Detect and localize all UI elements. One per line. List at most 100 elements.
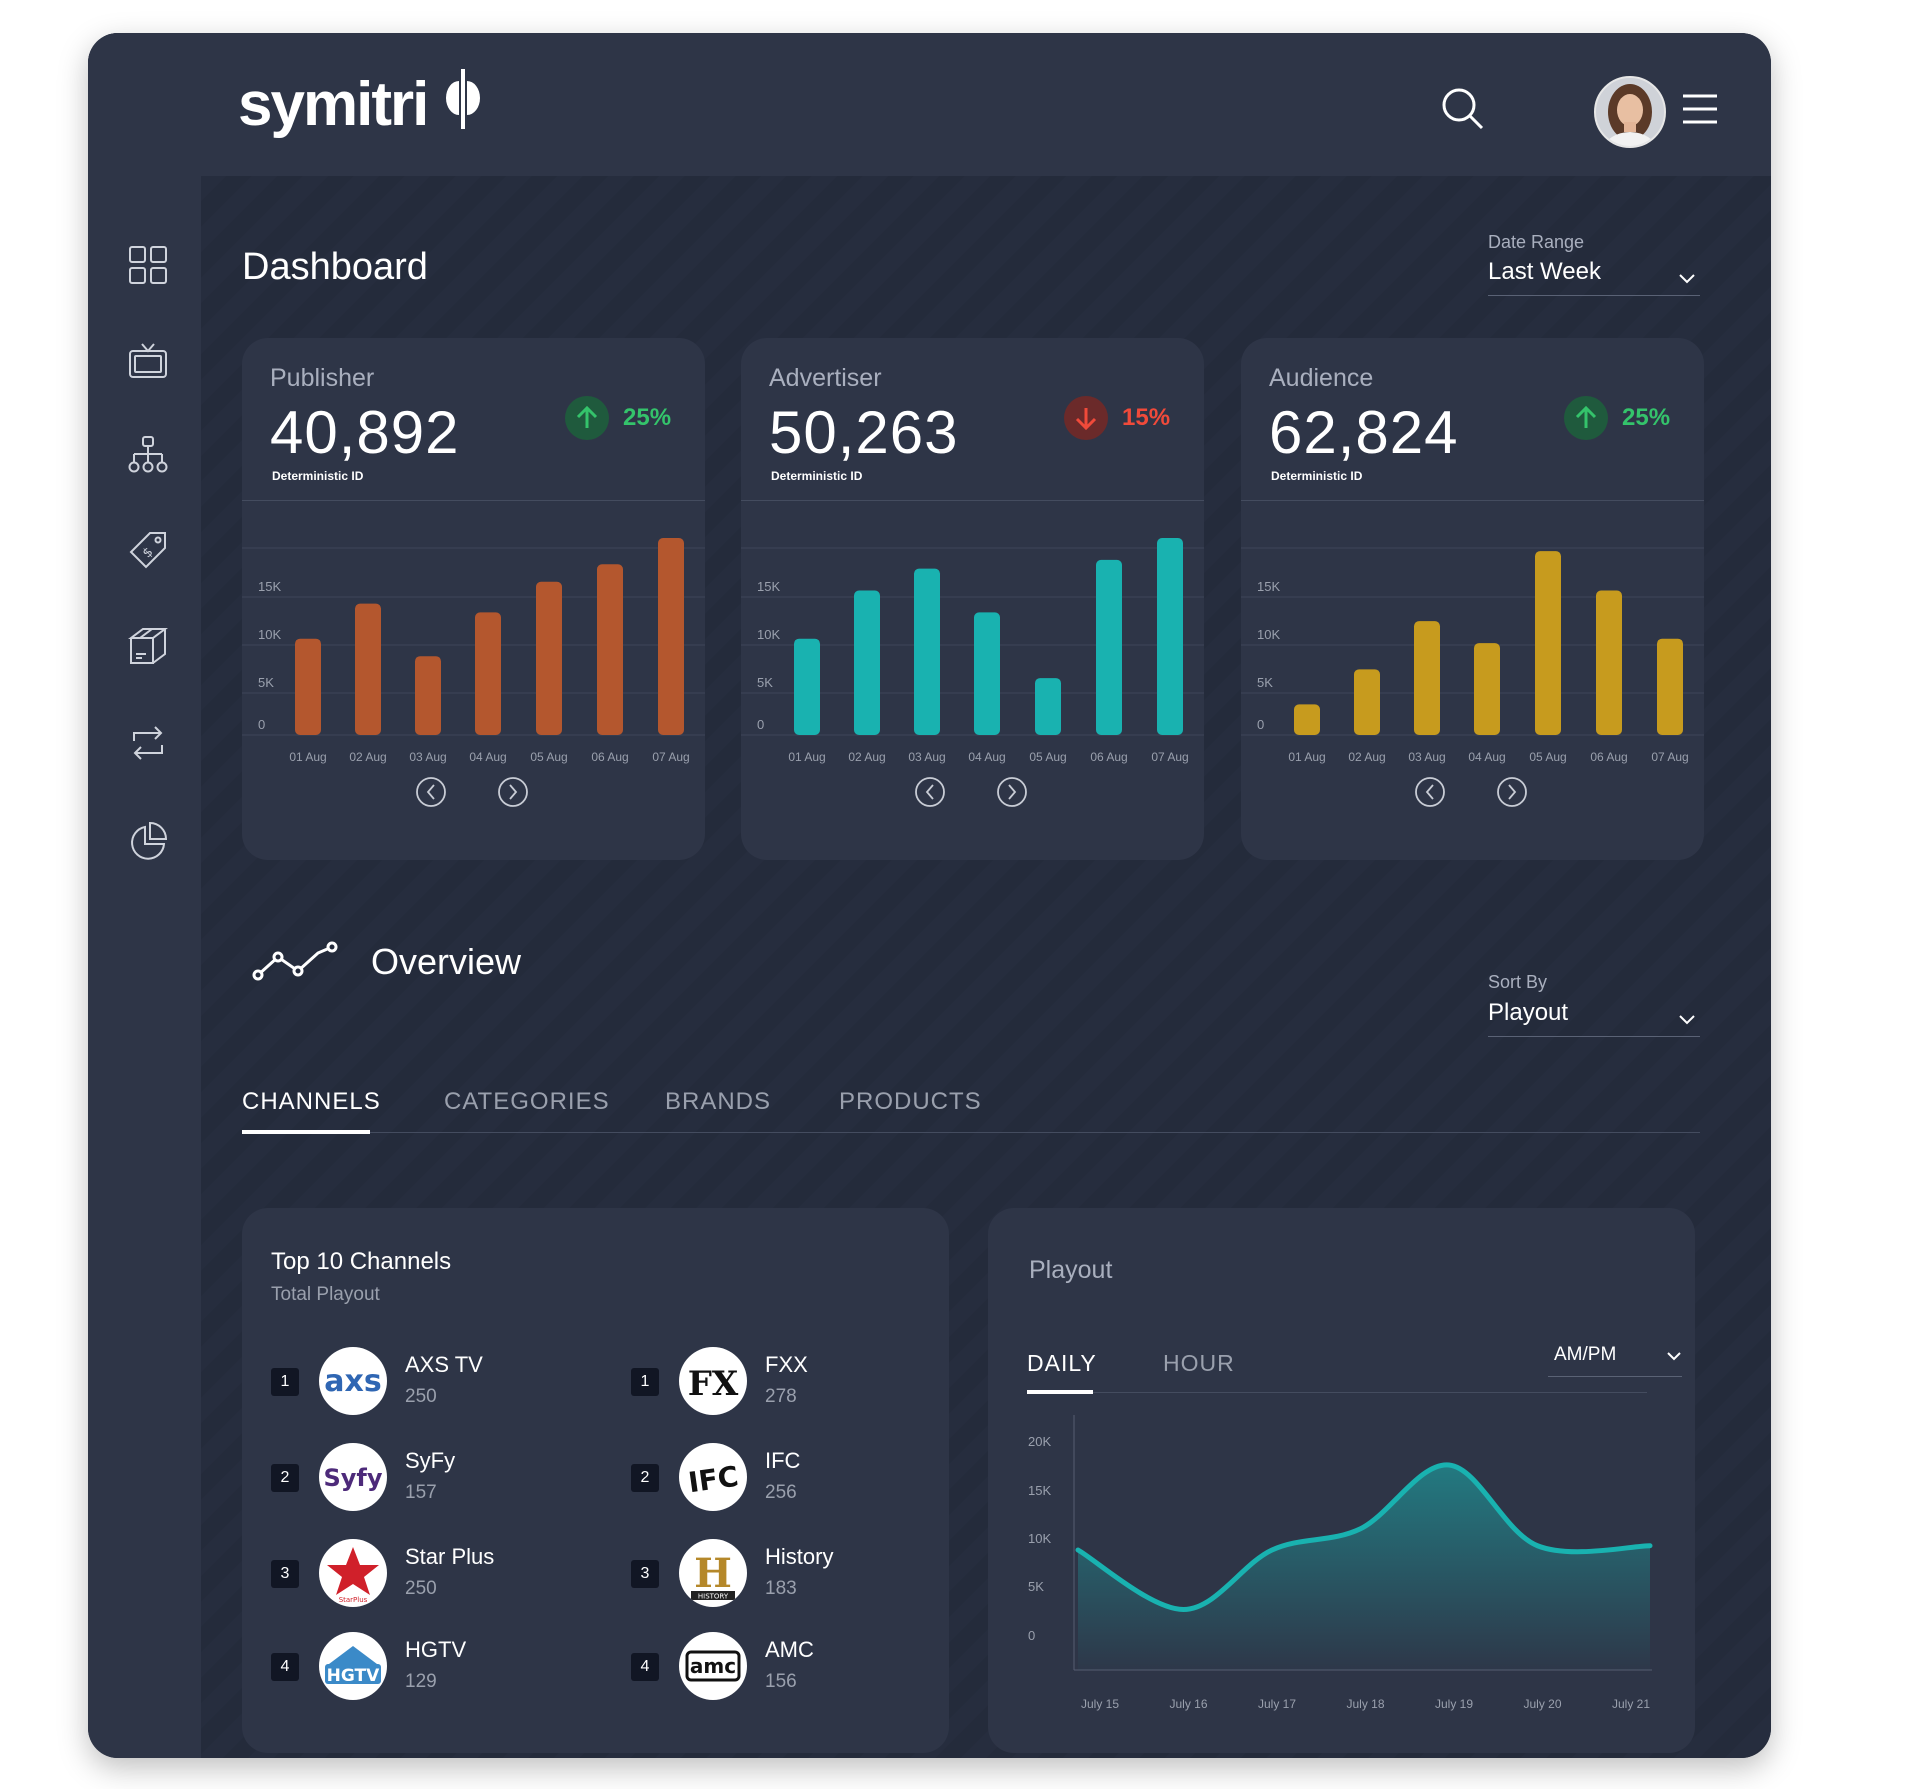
top-bar: symitri	[88, 33, 1771, 176]
trend-line-icon	[252, 941, 338, 981]
channel-logo-hgtv: HGTV	[319, 1632, 387, 1700]
top-channels-card: Top 10 Channels Total Playout 1 axs AXS TV…	[242, 1208, 949, 1753]
ampm-underline	[1548, 1376, 1682, 1377]
channel-logo-ifc: IFC	[679, 1443, 747, 1511]
kpi-change-percent: 25%	[1622, 404, 1671, 431]
pie-chart-icon[interactable]	[128, 821, 168, 861]
sort-by-value[interactable]: Playout	[1488, 999, 1569, 1026]
y-tick-label: 10K	[1028, 1531, 1051, 1546]
y-tick-label: 10K	[757, 627, 780, 642]
tabs-divider	[242, 1132, 1700, 1133]
kpi-divider	[1241, 500, 1704, 501]
bar	[854, 590, 880, 735]
svg-text:Syfy: Syfy	[323, 1464, 382, 1492]
channel-playout-value: 256	[765, 1482, 797, 1503]
dashboard-grid-icon[interactable]	[128, 245, 168, 285]
y-tick-label: 15K	[1257, 579, 1280, 594]
bar	[597, 564, 623, 735]
kpi-change-percent: 25%	[623, 404, 672, 431]
kpi-title: Publisher	[270, 364, 375, 392]
svg-text:amc: amc	[690, 1654, 736, 1678]
user-avatar[interactable]	[1594, 76, 1666, 148]
svg-text:axs: axs	[324, 1364, 381, 1399]
series-line	[1075, 1462, 1653, 1613]
overview-title: Overview	[371, 941, 522, 982]
chevron-right-circle-icon[interactable]	[997, 777, 1027, 807]
kpi-card-publisher: Publisher 40,892 Deterministic ID 25% 15K 10K…	[242, 338, 705, 860]
area-fill	[1078, 1464, 1650, 1670]
channel-name: AXS TV	[405, 1352, 483, 1377]
tv-icon[interactable]	[128, 341, 168, 381]
search-icon[interactable]	[1441, 87, 1485, 131]
playout-tabs-divider	[1027, 1392, 1647, 1393]
kpi-bar-chart: 15K 10K 5K 0 01 Aug 02 Aug 03 Aug 04 Aug 05 Aug 0…	[242, 538, 705, 807]
arrow-up-icon	[1564, 396, 1608, 440]
repeat-icon[interactable]	[128, 723, 168, 763]
x-tick-label: 07 Aug	[652, 750, 689, 764]
x-tick-label: July 21	[1612, 1697, 1650, 1711]
x-tick-label: 06 Aug	[1090, 750, 1127, 764]
tab-channels[interactable]: CHANNELS	[242, 1088, 381, 1115]
x-tick-label: 02 Aug	[848, 750, 885, 764]
kpi-card-audience: Audience 62,824 Deterministic ID 25% 15K 10K 5…	[1241, 338, 1704, 860]
bar	[295, 638, 321, 735]
sort-by-underline	[1488, 1036, 1700, 1037]
channel-rank: 1	[631, 1368, 659, 1396]
kpi-value: 62,824	[1269, 399, 1459, 466]
y-tick-label: 0	[1257, 717, 1264, 732]
channel-rank: 2	[271, 1464, 299, 1492]
playout-title: Playout	[1029, 1256, 1113, 1284]
tab-hour[interactable]: HOUR	[1163, 1350, 1235, 1376]
logo-mark-icon	[445, 69, 480, 129]
ampm-select[interactable]: AM/PM	[1554, 1344, 1617, 1365]
tab-brands[interactable]: BRANDS	[665, 1088, 772, 1115]
y-tick-label: 5K	[1257, 675, 1273, 690]
y-tick-label: 15K	[258, 579, 281, 594]
chevron-left-circle-icon[interactable]	[416, 777, 446, 807]
x-tick-label: July 18	[1346, 1697, 1384, 1711]
chevron-down-icon[interactable]	[1666, 1351, 1682, 1362]
kpi-value: 40,892	[270, 399, 460, 466]
chevron-down-icon[interactable]	[1678, 273, 1696, 285]
tab-categories[interactable]: CATEGORIES	[444, 1088, 610, 1115]
bar	[355, 603, 381, 735]
channel-playout-value: 183	[765, 1578, 797, 1599]
hierarchy-icon[interactable]	[128, 435, 168, 475]
svg-text:StarPlus: StarPlus	[339, 1596, 368, 1604]
chevron-right-circle-icon[interactable]	[1497, 777, 1527, 807]
y-tick-label: 15K	[757, 579, 780, 594]
tab-products[interactable]: PRODUCTS	[839, 1088, 982, 1115]
tab-daily[interactable]: DAILY	[1027, 1350, 1097, 1376]
hamburger-menu-icon[interactable]	[1681, 93, 1719, 125]
y-tick-label: 20K	[1028, 1434, 1051, 1449]
bar	[1596, 590, 1622, 735]
page-title: Dashboard	[242, 246, 428, 288]
kpi-value: 50,263	[769, 399, 959, 466]
kpi-bar-chart: 15K 10K 5K 0 01 Aug 02 Aug 03 Aug 04 Aug 05 Aug 0…	[741, 538, 1204, 807]
package-icon[interactable]	[128, 626, 168, 666]
channel-name: IFC	[765, 1448, 801, 1473]
x-tick-label: 01 Aug	[289, 750, 326, 764]
bar	[1535, 551, 1561, 735]
y-tick-label: 0	[258, 717, 265, 732]
bar	[658, 538, 684, 735]
price-tag-icon[interactable]: $	[128, 530, 168, 570]
date-range-value[interactable]: Last Week	[1488, 258, 1601, 285]
x-tick-label: 06 Aug	[591, 750, 628, 764]
x-tick-label: July 17	[1258, 1697, 1296, 1711]
date-range-underline	[1488, 295, 1700, 296]
y-tick-label: 15K	[1028, 1483, 1051, 1498]
x-tick-label: July 19	[1435, 1697, 1473, 1711]
chevron-left-circle-icon[interactable]	[915, 777, 945, 807]
channel-logo-history: H HISTORY	[679, 1539, 747, 1607]
chevron-down-icon[interactable]	[1678, 1014, 1696, 1026]
chevron-left-circle-icon[interactable]	[1415, 777, 1445, 807]
svg-text:HGTV: HGTV	[327, 1666, 380, 1686]
arrow-down-icon	[1064, 396, 1108, 440]
svg-text:IFC: IFC	[686, 1460, 740, 1500]
chevron-right-circle-icon[interactable]	[498, 777, 528, 807]
kpi-bar-chart: 15K 10K 5K 0 01 Aug 02 Aug 03 Aug 04 Aug 05 Aug 0…	[1241, 547, 1704, 807]
bar	[794, 638, 820, 735]
x-tick-label: 07 Aug	[1651, 750, 1688, 764]
x-tick-label: 04 Aug	[469, 750, 506, 764]
